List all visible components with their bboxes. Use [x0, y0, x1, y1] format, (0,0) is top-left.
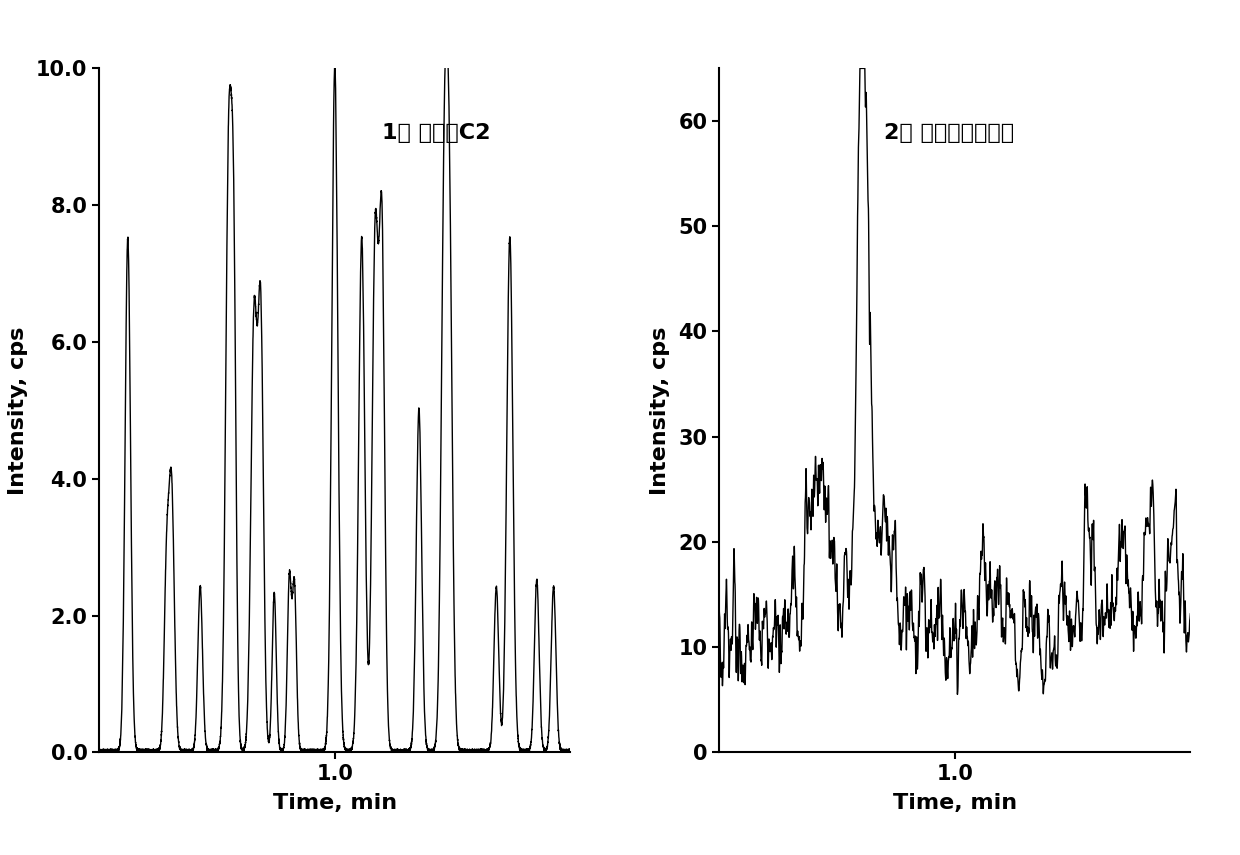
- Y-axis label: Intensity, cps: Intensity, cps: [650, 327, 670, 494]
- Text: 1： 甘草苷C2: 1： 甘草苷C2: [382, 123, 490, 143]
- X-axis label: Time, min: Time, min: [893, 793, 1017, 812]
- Y-axis label: Intensity, cps: Intensity, cps: [7, 327, 27, 494]
- X-axis label: Time, min: Time, min: [273, 793, 397, 812]
- Text: 2： 柚皮素（内标）: 2： 柚皮素（内标）: [884, 123, 1014, 143]
